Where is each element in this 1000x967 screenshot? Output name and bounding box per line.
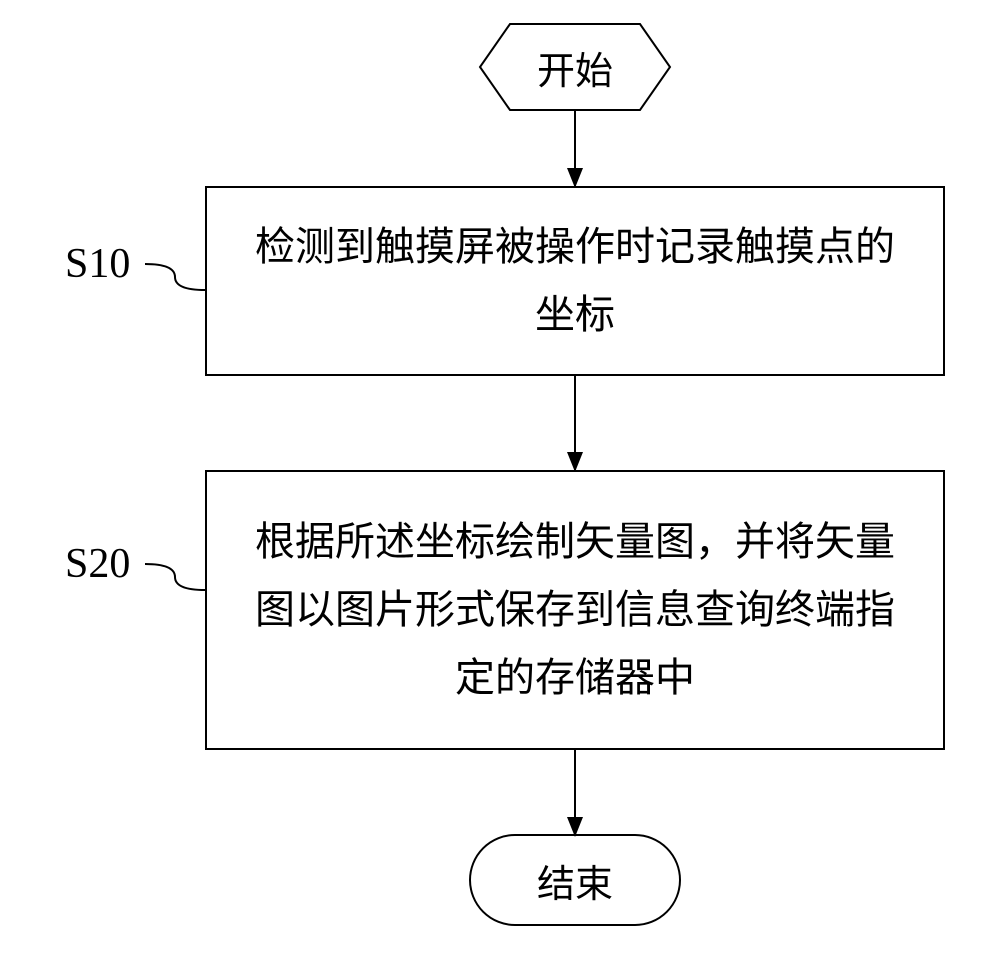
step-label-s20-text: S20 xyxy=(65,541,130,587)
process-s20-text: 根据所述坐标绘制矢量图，并将矢量图以图片形式保存到信息查询终端指定的存储器中 xyxy=(247,508,903,712)
step-label-s10: S10 xyxy=(65,240,130,288)
step-label-s20: S20 xyxy=(65,540,130,588)
step-label-s10-text: S10 xyxy=(65,241,130,287)
process-s10: 检测到触摸屏被操作时记录触摸点的坐标 xyxy=(205,186,945,376)
end-node: 结束 xyxy=(470,835,680,925)
process-s20: 根据所述坐标绘制矢量图，并将矢量图以图片形式保存到信息查询终端指定的存储器中 xyxy=(205,470,945,750)
start-label: 开始 xyxy=(537,40,613,95)
start-node: 开始 xyxy=(480,24,670,110)
flowchart-canvas: 开始 检测到触摸屏被操作时记录触摸点的坐标 根据所述坐标绘制矢量图，并将矢量图以… xyxy=(0,0,1000,967)
process-s10-text: 检测到触摸屏被操作时记录触摸点的坐标 xyxy=(247,213,903,349)
end-label: 结束 xyxy=(537,853,613,908)
